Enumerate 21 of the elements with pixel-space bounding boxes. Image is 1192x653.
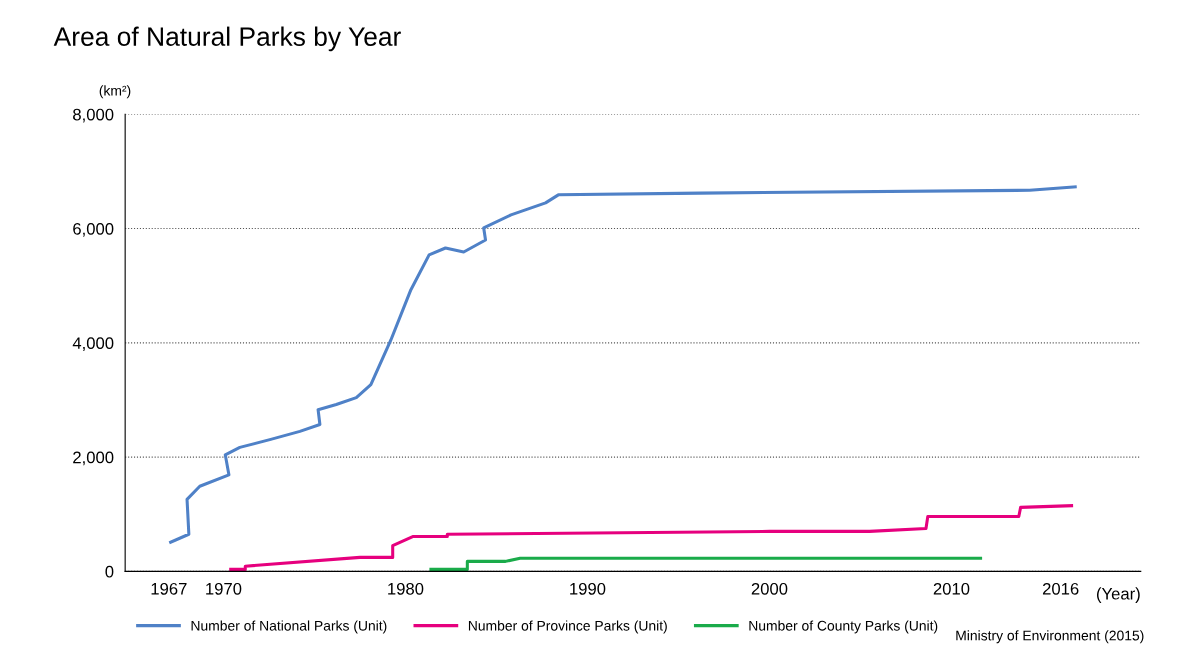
chart-title: Area of Natural Parks by Year	[53, 26, 401, 52]
legend-label: Number of National Parks (Unit)	[191, 620, 387, 634]
y-tick-label: 0	[105, 565, 114, 578]
x-tick-label: 2016	[1042, 582, 1079, 595]
y-tick-label: 2,000	[73, 451, 114, 466]
x-tick-label: 2010	[933, 582, 970, 595]
x-axis-title: (Year)	[1097, 587, 1140, 603]
x-tick-label: 1980	[388, 582, 424, 595]
line-series	[169, 185, 1077, 544]
x-tick-label: 1970	[206, 582, 242, 595]
x-tick-label: 2000	[751, 582, 788, 595]
legend-label: Number of County Parks (Unit)	[749, 620, 938, 634]
x-tick-label: 1990	[570, 582, 606, 595]
y-tick-label: 6,000	[73, 222, 114, 237]
line-series	[229, 504, 1074, 571]
y-tick-label: 4,000	[72, 337, 114, 351]
y-axis-title: (km²)	[99, 85, 131, 99]
y-tick-label: 8,000	[73, 108, 114, 123]
text: Ministry of Environment (2015)	[956, 630, 1144, 644]
legend-label: Number of Province Parks (Unit)	[468, 620, 667, 634]
x-tick-label: 1967	[151, 582, 187, 595]
